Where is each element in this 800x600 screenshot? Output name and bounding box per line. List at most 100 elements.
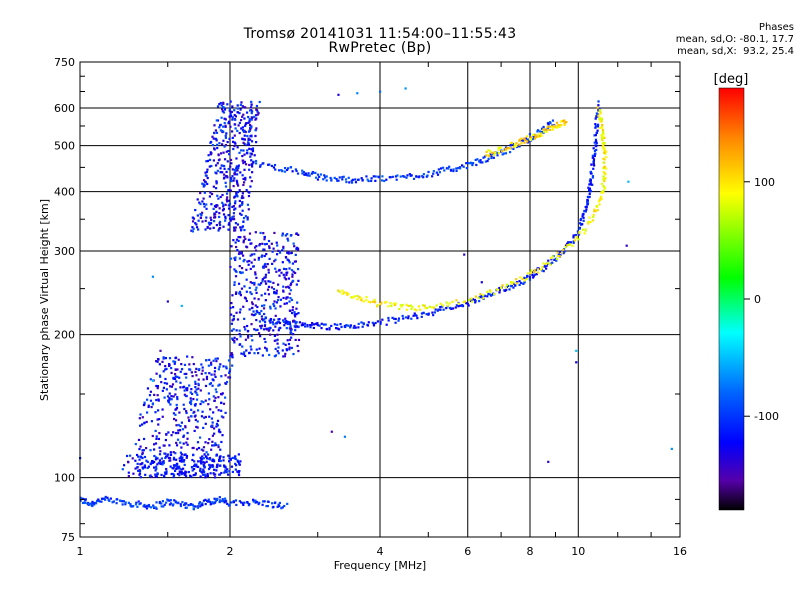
data-point bbox=[476, 158, 479, 161]
data-point bbox=[234, 256, 237, 259]
data-point bbox=[292, 270, 295, 273]
data-point bbox=[242, 220, 245, 223]
data-point bbox=[360, 297, 363, 300]
data-point bbox=[149, 462, 152, 466]
data-point bbox=[185, 502, 188, 505]
data-point bbox=[221, 110, 224, 113]
data-point bbox=[245, 122, 248, 125]
data-point bbox=[267, 293, 271, 296]
data-point bbox=[325, 179, 328, 182]
data-point bbox=[486, 290, 489, 293]
data-point bbox=[496, 288, 500, 292]
data-point bbox=[204, 455, 208, 458]
y-tick-label: 500 bbox=[54, 140, 75, 153]
data-point bbox=[288, 292, 291, 295]
data-point bbox=[175, 380, 178, 383]
data-point bbox=[439, 167, 443, 170]
data-point bbox=[401, 303, 404, 307]
data-point bbox=[222, 151, 225, 154]
data-point bbox=[172, 412, 176, 415]
data-point bbox=[277, 352, 280, 355]
data-point bbox=[451, 307, 455, 310]
data-point bbox=[227, 223, 230, 226]
data-point bbox=[149, 449, 152, 452]
data-point bbox=[552, 124, 556, 127]
data-point bbox=[243, 134, 246, 137]
data-point bbox=[237, 471, 240, 474]
data-point bbox=[173, 469, 177, 472]
data-point bbox=[498, 291, 501, 294]
data-point bbox=[455, 299, 458, 302]
data-point bbox=[447, 167, 450, 170]
data-point bbox=[208, 456, 212, 460]
data-point bbox=[224, 466, 227, 469]
data-point bbox=[241, 195, 244, 198]
data-point bbox=[193, 415, 196, 418]
data-point bbox=[526, 138, 529, 141]
data-point bbox=[596, 125, 600, 128]
data-point bbox=[233, 283, 236, 286]
data-point bbox=[421, 175, 424, 178]
data-point bbox=[194, 418, 197, 422]
data-point bbox=[194, 385, 197, 389]
data-point bbox=[267, 329, 270, 332]
data-point bbox=[211, 143, 215, 147]
data-point bbox=[254, 288, 257, 292]
data-point bbox=[183, 363, 187, 367]
data-point bbox=[212, 359, 215, 362]
data-point bbox=[584, 210, 587, 213]
data-point bbox=[372, 323, 376, 326]
data-point bbox=[246, 246, 249, 249]
data-point bbox=[296, 172, 300, 175]
data-point bbox=[156, 409, 160, 412]
data-point bbox=[158, 431, 161, 435]
data-point bbox=[263, 254, 266, 258]
data-point bbox=[238, 265, 241, 268]
data-point bbox=[289, 309, 292, 313]
data-point bbox=[465, 162, 468, 165]
data-point bbox=[129, 454, 132, 457]
data-point bbox=[160, 457, 163, 460]
data-point bbox=[603, 165, 606, 168]
data-point bbox=[194, 380, 197, 383]
data-point bbox=[274, 267, 277, 270]
data-point bbox=[238, 329, 241, 332]
data-point bbox=[226, 502, 229, 505]
data-point bbox=[243, 317, 246, 320]
data-point bbox=[251, 302, 254, 306]
data-point bbox=[158, 459, 162, 462]
data-point bbox=[330, 324, 333, 328]
data-point bbox=[344, 178, 348, 181]
data-point bbox=[202, 473, 205, 476]
data-point bbox=[163, 444, 166, 447]
data-point bbox=[245, 278, 248, 281]
data-point bbox=[225, 500, 228, 503]
data-point bbox=[257, 298, 260, 301]
data-point bbox=[174, 375, 177, 378]
data-point bbox=[314, 171, 317, 174]
data-point bbox=[249, 254, 252, 257]
data-point bbox=[273, 355, 276, 358]
data-point bbox=[282, 355, 285, 358]
data-point bbox=[153, 454, 156, 458]
data-point bbox=[525, 135, 529, 138]
data-point bbox=[231, 116, 234, 119]
data-point bbox=[540, 268, 543, 271]
data-point bbox=[250, 111, 253, 115]
data-point bbox=[261, 500, 265, 503]
data-point bbox=[291, 306, 295, 309]
data-point bbox=[337, 179, 340, 182]
data-point bbox=[250, 148, 253, 151]
data-point bbox=[200, 458, 203, 461]
data-point bbox=[172, 474, 176, 477]
data-point bbox=[219, 152, 223, 155]
data-point bbox=[157, 423, 160, 426]
data-point bbox=[238, 212, 242, 215]
data-point bbox=[445, 307, 448, 310]
data-point bbox=[602, 148, 606, 151]
data-point bbox=[508, 151, 512, 154]
data-point bbox=[589, 189, 592, 192]
data-point bbox=[205, 375, 209, 378]
data-point bbox=[365, 175, 368, 178]
data-point bbox=[278, 504, 281, 508]
